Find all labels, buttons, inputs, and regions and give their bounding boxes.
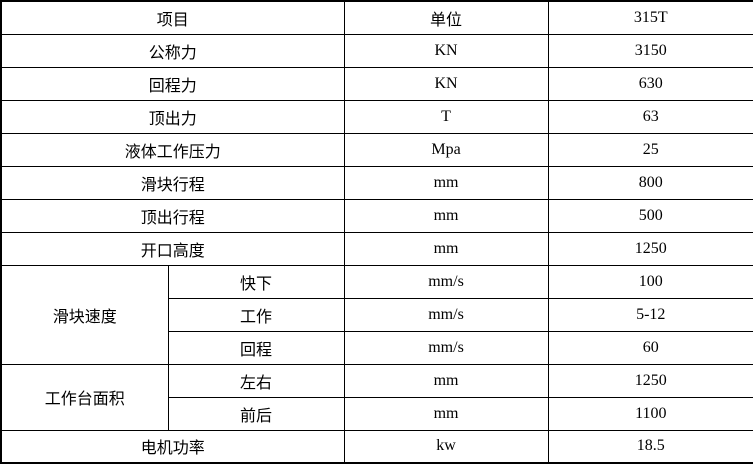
- header-unit-cell: 单位: [343, 0, 549, 35]
- cell-unit: mm/s: [343, 297, 549, 332]
- cell-sublabel: 回程: [167, 330, 345, 365]
- cell-unit: kw: [343, 429, 549, 464]
- table-row: 电机功率 kw 18.5: [0, 429, 753, 464]
- cell-value: 630: [547, 66, 753, 101]
- cell-unit: mm: [343, 198, 549, 233]
- table-row: 开口高度 mm 1250: [0, 231, 753, 266]
- cell-label: 顶出行程: [0, 198, 345, 233]
- cell-value: 63: [547, 99, 753, 134]
- cell-label: 滑块行程: [0, 165, 345, 200]
- table-row: 顶出行程 mm 500: [0, 198, 753, 233]
- cell-unit: KN: [343, 33, 549, 68]
- cell-value: 500: [547, 198, 753, 233]
- cell-sublabel: 工作: [167, 297, 345, 332]
- table-row: 回程力 KN 630: [0, 66, 753, 101]
- table-row: 滑块行程 mm 800: [0, 165, 753, 200]
- cell-unit: mm: [343, 165, 549, 200]
- cell-value: 1100: [547, 396, 753, 431]
- cell-unit: Mpa: [343, 132, 549, 167]
- cell-unit: mm: [343, 231, 549, 266]
- cell-unit: mm: [343, 396, 549, 431]
- cell-unit: mm/s: [343, 264, 549, 299]
- table-row: 顶出力 T 63: [0, 99, 753, 134]
- cell-sublabel: 左右: [167, 363, 345, 398]
- cell-value: 800: [547, 165, 753, 200]
- cell-unit: KN: [343, 66, 549, 101]
- cell-sublabel: 快下: [167, 264, 345, 299]
- header-value-cell: 315T: [547, 0, 753, 35]
- group-cell-worktable-area: 工作台面积: [0, 363, 169, 431]
- cell-label: 公称力: [0, 33, 345, 68]
- cell-label: 开口高度: [0, 231, 345, 266]
- cell-label: 顶出力: [0, 99, 345, 134]
- table-row: 工作台面积 左右 mm 1250: [0, 363, 753, 431]
- cell-value: 1250: [547, 363, 753, 398]
- table-row: 液体工作压力 Mpa 25: [0, 132, 753, 167]
- cell-unit: T: [343, 99, 549, 134]
- cell-label: 回程力: [0, 66, 345, 101]
- group-cell-slider-speed: 滑块速度: [0, 264, 169, 365]
- cell-unit: mm/s: [343, 330, 549, 365]
- cell-value: 25: [547, 132, 753, 167]
- cell-unit: mm: [343, 363, 549, 398]
- cell-value: 100: [547, 264, 753, 299]
- cell-label: 液体工作压力: [0, 132, 345, 167]
- cell-value: 3150: [547, 33, 753, 68]
- cell-value: 18.5: [547, 429, 753, 464]
- header-item-cell: 项目: [0, 0, 345, 35]
- cell-sublabel: 前后: [167, 396, 345, 431]
- cell-value: 60: [547, 330, 753, 365]
- cell-value: 5-12: [547, 297, 753, 332]
- table-row: 项目 单位 315T: [0, 0, 753, 35]
- cell-label: 电机功率: [0, 429, 345, 464]
- table-row: 滑块速度 快下 mm/s 100: [0, 264, 753, 365]
- table-row: 公称力 KN 3150: [0, 33, 753, 68]
- table-row: 前后 mm 1100: [1, 396, 753, 431]
- cell-value: 1250: [547, 231, 753, 266]
